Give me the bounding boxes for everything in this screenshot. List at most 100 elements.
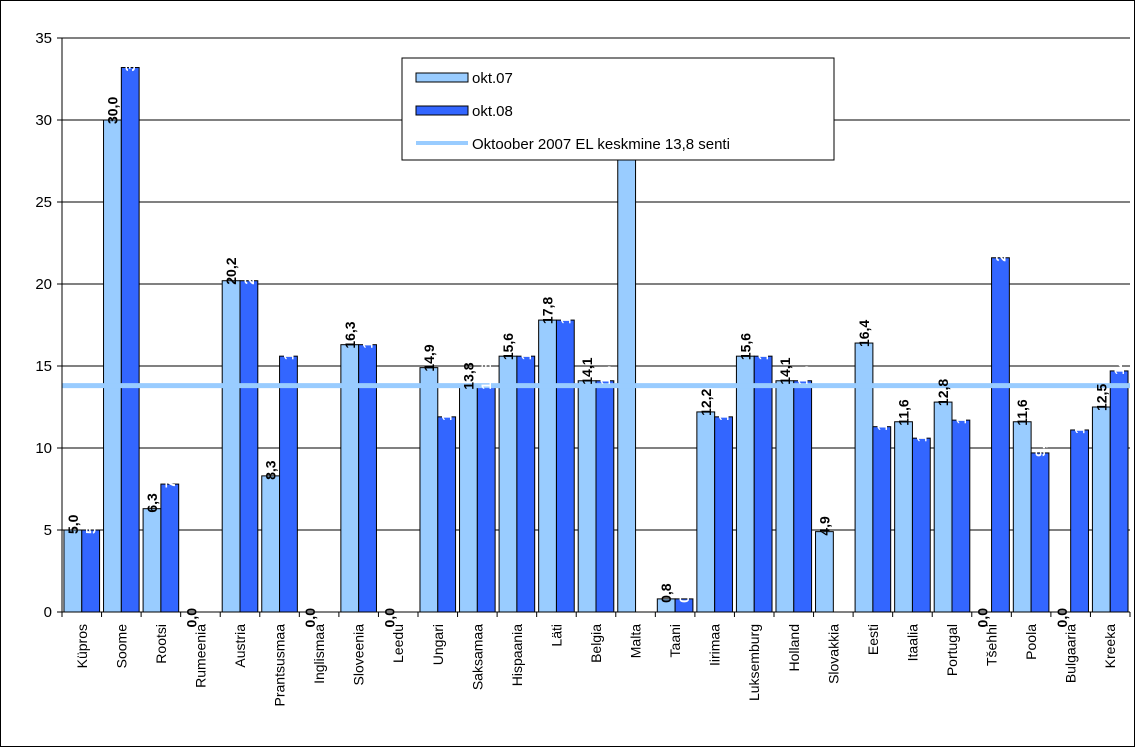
x-category-labels: Küpros Soome Rootsi Rumeenia Austria Prantsus… <box>61 612 1131 707</box>
data-label: 15,6 <box>737 333 753 360</box>
data-label: 14,7 <box>1111 347 1127 374</box>
x-category-label: Hispaania <box>509 624 525 686</box>
bar-okt07 <box>63 529 83 613</box>
bar-okt07 <box>577 380 597 613</box>
bar-okt08 <box>81 529 101 613</box>
data-label: 0,0 <box>381 608 397 628</box>
bar-okt08 <box>1070 429 1089 613</box>
data-label: 5,0 <box>65 514 81 534</box>
bar-okt08 <box>951 419 971 613</box>
x-category-label: Prantsusmaa <box>272 624 288 707</box>
data-label: 11,3 <box>874 404 890 431</box>
bar-okt08 <box>160 483 180 613</box>
bars <box>63 67 1129 613</box>
legend-swatch-okt07 <box>415 72 469 83</box>
x-category-label: Iirimaa <box>707 624 723 666</box>
y-tick-label: 5 <box>44 522 52 539</box>
x-category-label: Belgia <box>588 624 604 663</box>
bar-okt07 <box>103 119 122 613</box>
data-label: 16,4 <box>856 320 872 347</box>
bar-okt07 <box>894 421 913 613</box>
bar-okt07 <box>815 531 834 613</box>
bar-okt07 <box>696 411 716 613</box>
x-category-label: Malta <box>628 624 644 658</box>
bar-okt08 <box>555 319 575 613</box>
data-label: 17,8 <box>557 297 573 324</box>
axes <box>61 38 1130 613</box>
legend-box <box>401 57 835 161</box>
data-label: 5,0 <box>83 514 99 534</box>
data-label: 11,9 <box>439 394 455 421</box>
bar-okt08 <box>437 416 457 613</box>
data-label: 13,8 <box>460 362 476 389</box>
x-category-label: Luksemburg <box>746 624 762 701</box>
x-category-label: Taani <box>667 624 683 657</box>
data-label: 15,6 <box>500 333 516 360</box>
bar-okt07 <box>735 355 755 613</box>
data-label: 14,1 <box>795 357 811 384</box>
data-label: 0,0 <box>975 608 991 628</box>
bar-okt08 <box>595 380 615 613</box>
bar-okt08 <box>279 355 298 613</box>
bar-okt08 <box>476 385 496 613</box>
data-label: 14,1 <box>777 357 793 384</box>
data-label: 0,0 <box>302 608 318 628</box>
data-label: 20,2 <box>241 257 257 284</box>
data-label: 30,0 <box>104 97 120 124</box>
data-label: 0 <box>676 595 692 603</box>
y-tick-labels: 0 5 10 15 20 25 30 35 <box>35 30 52 621</box>
data-label: 11,6 <box>1014 399 1030 426</box>
data-label: 0,0 <box>1054 608 1070 628</box>
data-label: 14,9 <box>421 344 437 371</box>
data-label: 16,3 <box>360 321 376 348</box>
legend: okt.07 okt.08 Oktoober 2007 EL keskmine … <box>401 57 835 161</box>
bar-okt07 <box>775 380 795 613</box>
data-label: 33,2 <box>122 44 138 71</box>
data-labels: 5,0 5,0 30,0 33,2 6,37,8 0,0 20,2 20,2 8,3 15,6 0,… <box>65 44 1127 627</box>
x-category-label: Eesti <box>865 624 881 655</box>
data-label: 15,6 <box>755 333 771 360</box>
x-category-label: Leedu <box>390 624 406 663</box>
bar-okt08 <box>793 380 813 613</box>
x-category-label: Saksamaa <box>469 624 485 690</box>
bar-okt08 <box>991 257 1010 613</box>
data-label: 20,2 <box>223 257 239 284</box>
data-label: 21,6 <box>992 234 1008 261</box>
data-label: 12,2 <box>698 388 714 415</box>
x-category-label: Poola <box>1023 624 1039 660</box>
data-label: 12,5 <box>1093 384 1109 411</box>
x-category-label: Soome <box>113 624 129 669</box>
y-tick-label: 10 <box>35 440 52 457</box>
bar-okt07 <box>221 280 241 613</box>
data-label: 7,8 <box>162 468 178 488</box>
data-label: 4,9 <box>816 516 832 536</box>
x-category-label: Kreeka <box>1102 624 1118 669</box>
data-label: 15,6 <box>518 333 534 360</box>
data-label: 10,6 <box>913 415 929 442</box>
data-label: 14,1 <box>579 357 595 384</box>
y-tick-label: 0 <box>44 604 52 621</box>
bar-okt07 <box>261 475 281 613</box>
bar-okt07 <box>1012 421 1032 613</box>
bar-okt07 <box>538 319 557 613</box>
data-label: 0,0 <box>184 608 200 628</box>
legend-label-okt08: okt.08 <box>472 103 513 120</box>
x-category-label: Itaalia <box>904 624 920 662</box>
bar-okt08 <box>239 280 259 613</box>
data-label: 6,3 <box>144 493 160 513</box>
x-category-label: Holland <box>786 624 802 671</box>
data-label: 14,1 <box>597 357 613 384</box>
data-label: 12,8 <box>935 379 951 406</box>
x-category-label: Rootsi <box>153 624 169 664</box>
y-tick-label: 35 <box>35 30 52 47</box>
bar-okt08 <box>911 437 931 613</box>
x-category-label: Küpros <box>74 624 90 668</box>
bar-okt08 <box>714 416 733 613</box>
x-category-label: Austria <box>232 624 248 668</box>
bar-okt08 <box>753 355 773 613</box>
y-tick-label: 20 <box>35 276 52 293</box>
x-category-label: Slovakkia <box>825 624 841 684</box>
y-tick-label: 15 <box>35 358 52 375</box>
bar-okt08 <box>1030 452 1050 613</box>
data-label: 16,3 <box>342 321 358 348</box>
